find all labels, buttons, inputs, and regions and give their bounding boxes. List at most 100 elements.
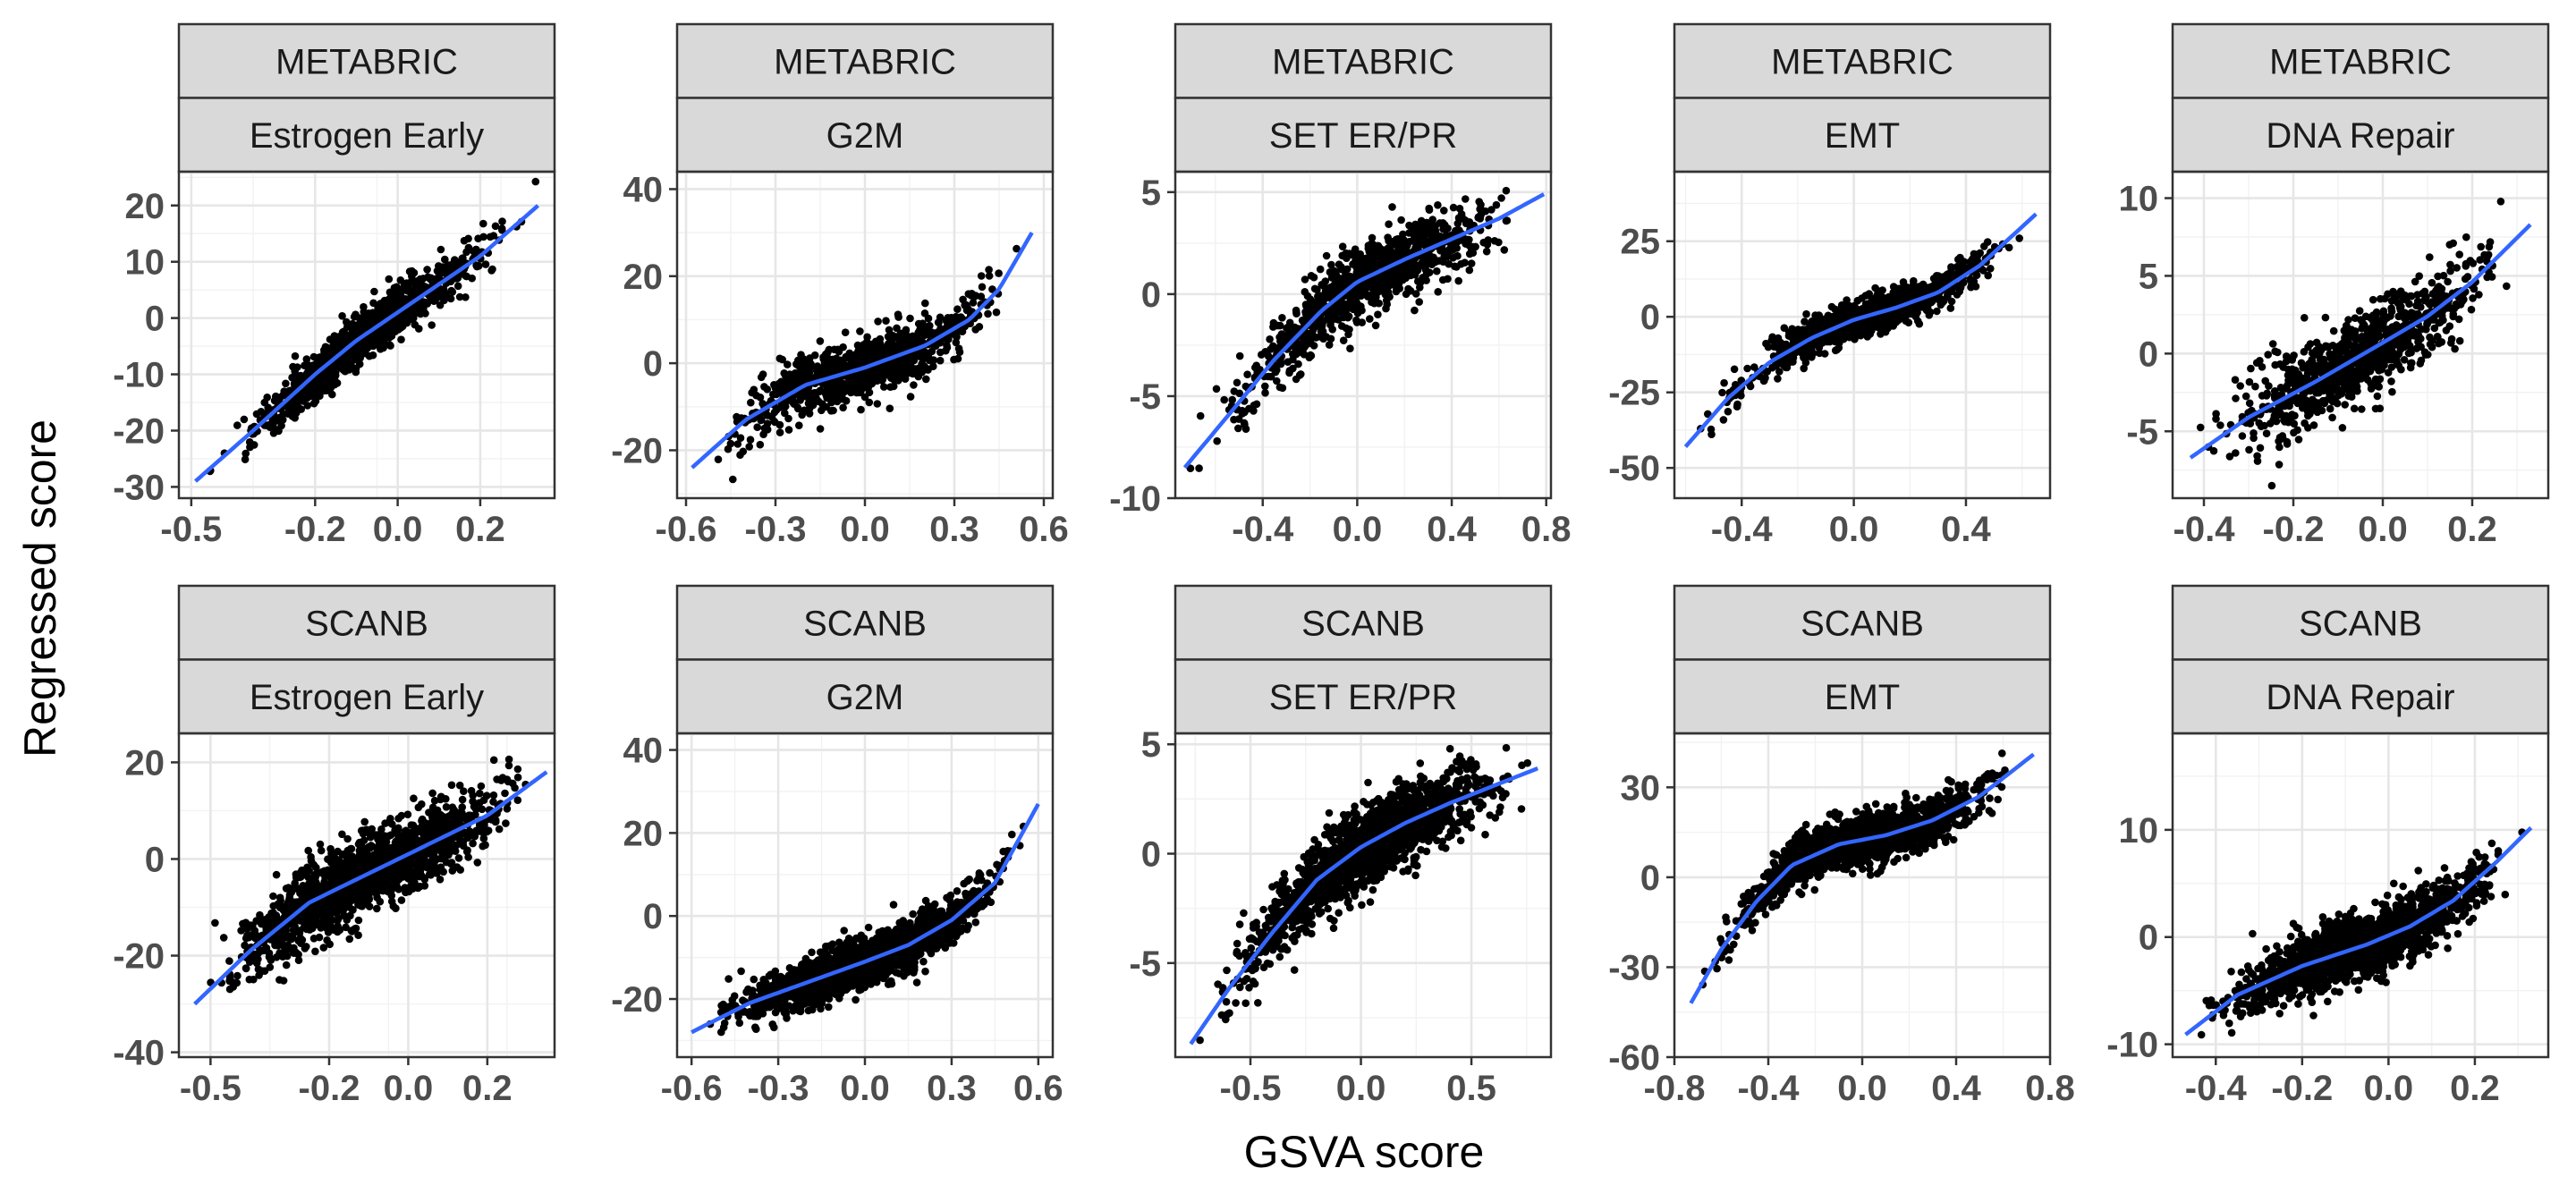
x-tick-label: -0.2: [284, 510, 346, 549]
data-point: [1415, 298, 1423, 306]
data-point: [2389, 287, 2397, 296]
data-point: [1345, 326, 1353, 334]
data-point: [2312, 366, 2321, 374]
facet-strip-cohort: [1174, 22, 1553, 99]
y-tick-label: -25: [1608, 374, 1660, 413]
data-point: [856, 327, 864, 335]
data-point: [1335, 260, 1343, 269]
data-point: [1434, 288, 1442, 296]
data-point: [1946, 304, 1955, 312]
x-tick-label: -0.4: [1711, 510, 1774, 549]
data-point: [1743, 364, 1751, 373]
data-point: [880, 383, 888, 391]
data-point: [1252, 400, 1261, 409]
data-point: [2446, 260, 2454, 269]
data-point: [745, 443, 753, 451]
data-point: [2326, 404, 2334, 413]
data-point: [985, 266, 993, 274]
data-point: [386, 288, 394, 297]
data-point: [1465, 250, 1474, 258]
data-point: [919, 332, 928, 341]
data-point: [2417, 303, 2425, 311]
data-point: [1383, 244, 1392, 253]
data-point: [876, 334, 885, 343]
data-point: [2196, 423, 2205, 432]
data-point: [288, 373, 296, 382]
data-point: [2288, 365, 2296, 374]
data-point: [1269, 342, 1277, 351]
data-point: [889, 382, 898, 391]
data-point: [2395, 289, 2404, 298]
panel-plot-area: [677, 172, 1053, 498]
data-point: [385, 324, 393, 333]
scatter-points: [207, 755, 530, 994]
data-point: [1388, 203, 1396, 211]
y-tick-label: 0: [145, 300, 165, 339]
facet-strip-signature: [177, 658, 556, 735]
data-point: [2377, 348, 2385, 356]
y-tick-label: 0: [2139, 334, 2158, 374]
data-point: [885, 326, 894, 334]
data-point: [2384, 368, 2393, 377]
data-point: [1433, 267, 1441, 275]
data-point: [857, 387, 865, 395]
data-point: [1943, 270, 1952, 279]
strip-label-cohort: METABRIC: [1272, 42, 1454, 81]
data-point: [2374, 320, 2383, 329]
data-point: [372, 340, 380, 349]
data-point: [1384, 233, 1392, 241]
data-point: [1368, 290, 1377, 299]
data-point: [1374, 310, 1382, 319]
data-point: [2300, 348, 2309, 356]
data-point: [2258, 363, 2267, 371]
data-point: [2245, 399, 2254, 408]
data-point: [362, 340, 371, 348]
data-point: [1826, 332, 1835, 341]
data-point: [1339, 266, 1348, 274]
data-point: [1396, 248, 1404, 257]
data-point: [287, 409, 295, 418]
data-point: [906, 393, 915, 401]
x-tick-label: -0.4: [1232, 510, 1294, 549]
data-point: [1378, 281, 1386, 289]
x-tick-label: 0.0: [1829, 510, 1879, 549]
data-point: [2328, 397, 2337, 406]
data-point: [1366, 264, 1374, 272]
strip-label-cohort: METABRIC: [2269, 42, 2452, 81]
data-point: [2318, 398, 2326, 407]
data-point: [2311, 348, 2320, 356]
data-point: [2287, 416, 2295, 425]
data-point: [2477, 242, 2485, 251]
data-point: [1854, 326, 1862, 334]
data-point: [1936, 275, 1945, 284]
data-point: [2209, 446, 2218, 455]
data-point: [1429, 253, 1437, 262]
data-point: [2461, 275, 2470, 284]
data-point: [2403, 313, 2411, 321]
strip-label-signature: Estrogen Early: [250, 678, 484, 717]
x-tick-label: 0.0: [2358, 510, 2408, 549]
data-point: [2342, 385, 2350, 394]
data-point: [2339, 372, 2348, 380]
data-point: [443, 261, 452, 270]
data-point: [878, 371, 886, 380]
data-point: [278, 416, 287, 424]
data-point: [2301, 314, 2309, 322]
data-point: [2353, 371, 2362, 379]
data-point: [262, 421, 271, 430]
data-point: [1760, 377, 1768, 385]
data-point: [1877, 327, 1886, 336]
data-point: [355, 360, 364, 368]
data-point: [2275, 461, 2284, 469]
data-point: [1228, 395, 1236, 404]
data-point: [2330, 386, 2338, 394]
data-point: [860, 341, 868, 349]
data-point: [2466, 257, 2475, 265]
data-point: [969, 299, 978, 307]
data-point: [784, 414, 792, 423]
data-point: [497, 224, 506, 233]
data-point: [2246, 419, 2255, 427]
data-point: [1267, 372, 1275, 381]
data-point: [1270, 364, 1279, 373]
